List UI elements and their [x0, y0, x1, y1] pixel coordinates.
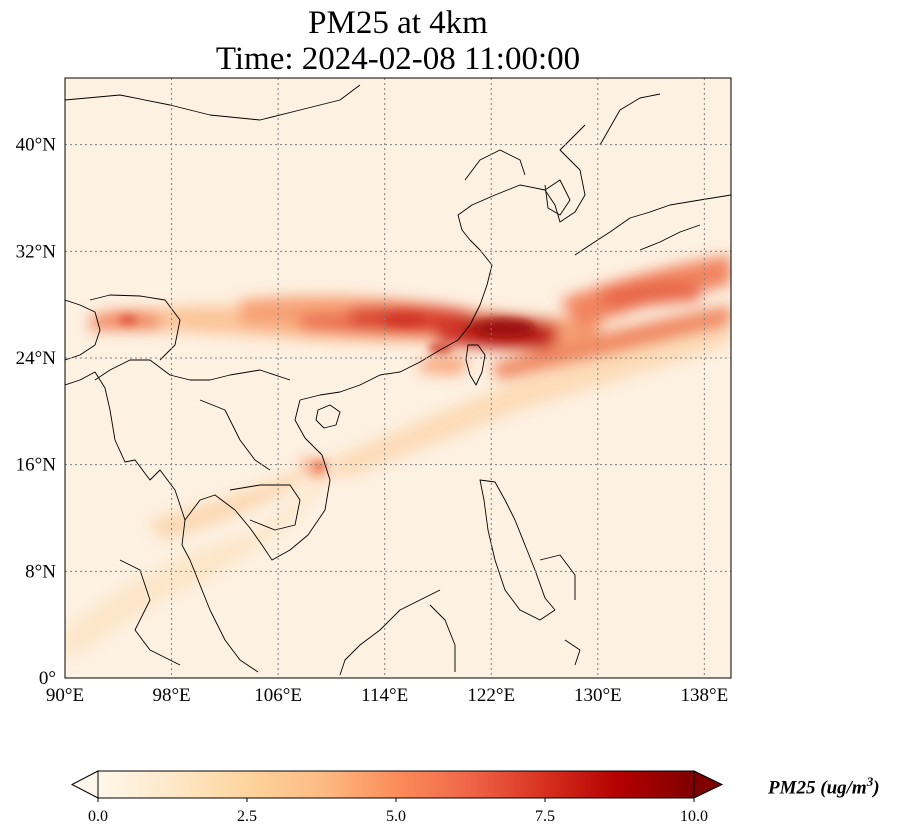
x-tick-label: 106°E	[254, 685, 302, 706]
x-tick-label: 114°E	[361, 685, 408, 706]
colorbar-ticks: 0.0 2.5 5.0 7.5 10.0	[88, 798, 708, 825]
colorbar-tick-label: 0.0	[88, 808, 108, 825]
colorbar: 0.0 2.5 5.0 7.5 10.0	[70, 770, 724, 825]
colorbar-label-text: PM25 (ug/m	[768, 777, 867, 799]
y-tick-label: 0°	[39, 668, 56, 689]
x-tick-label: 90°E	[46, 685, 84, 706]
x-tick-label: 130°E	[574, 685, 622, 706]
colorbar-tick-label: 2.5	[237, 808, 257, 825]
colorbar-tick-label: 10.0	[680, 808, 708, 825]
y-tick-label: 24°N	[16, 348, 57, 369]
colorbar-tick-label: 5.0	[386, 808, 406, 825]
gridlines	[65, 78, 731, 678]
pm25-hotspots	[118, 313, 535, 472]
coastlines	[65, 84, 731, 676]
x-tick-label: 122°E	[467, 685, 515, 706]
colorbar-label-sup: 3	[866, 774, 874, 789]
x-tick-label: 98°E	[152, 685, 190, 706]
y-axis-ticks: 0° 8°N 16°N 24°N 32°N 40°N	[16, 135, 57, 689]
colorbar-extend-min	[70, 770, 99, 799]
pm25-field	[65, 78, 731, 678]
y-tick-label: 32°N	[16, 241, 57, 262]
colorbar-gradient	[98, 771, 694, 798]
colorbar-tick-label: 7.5	[535, 808, 555, 825]
map-title-line2: Time: 2024-02-08 11:00:00	[215, 41, 581, 77]
x-axis-ticks: 90°E 98°E 106°E 114°E 122°E 130°E 138°E	[46, 685, 728, 706]
colorbar-label-close: )	[873, 777, 880, 799]
map-frame	[64, 77, 732, 679]
y-tick-label: 40°N	[16, 135, 57, 156]
y-tick-label: 8°N	[25, 561, 56, 582]
colorbar-extend-max	[693, 770, 724, 799]
colorbar-label: PM25 (ug/m3)	[768, 774, 880, 799]
y-tick-label: 16°N	[16, 455, 57, 476]
x-tick-label: 138°E	[681, 685, 729, 706]
map-title-line1: PM25 at 4km	[308, 5, 488, 41]
